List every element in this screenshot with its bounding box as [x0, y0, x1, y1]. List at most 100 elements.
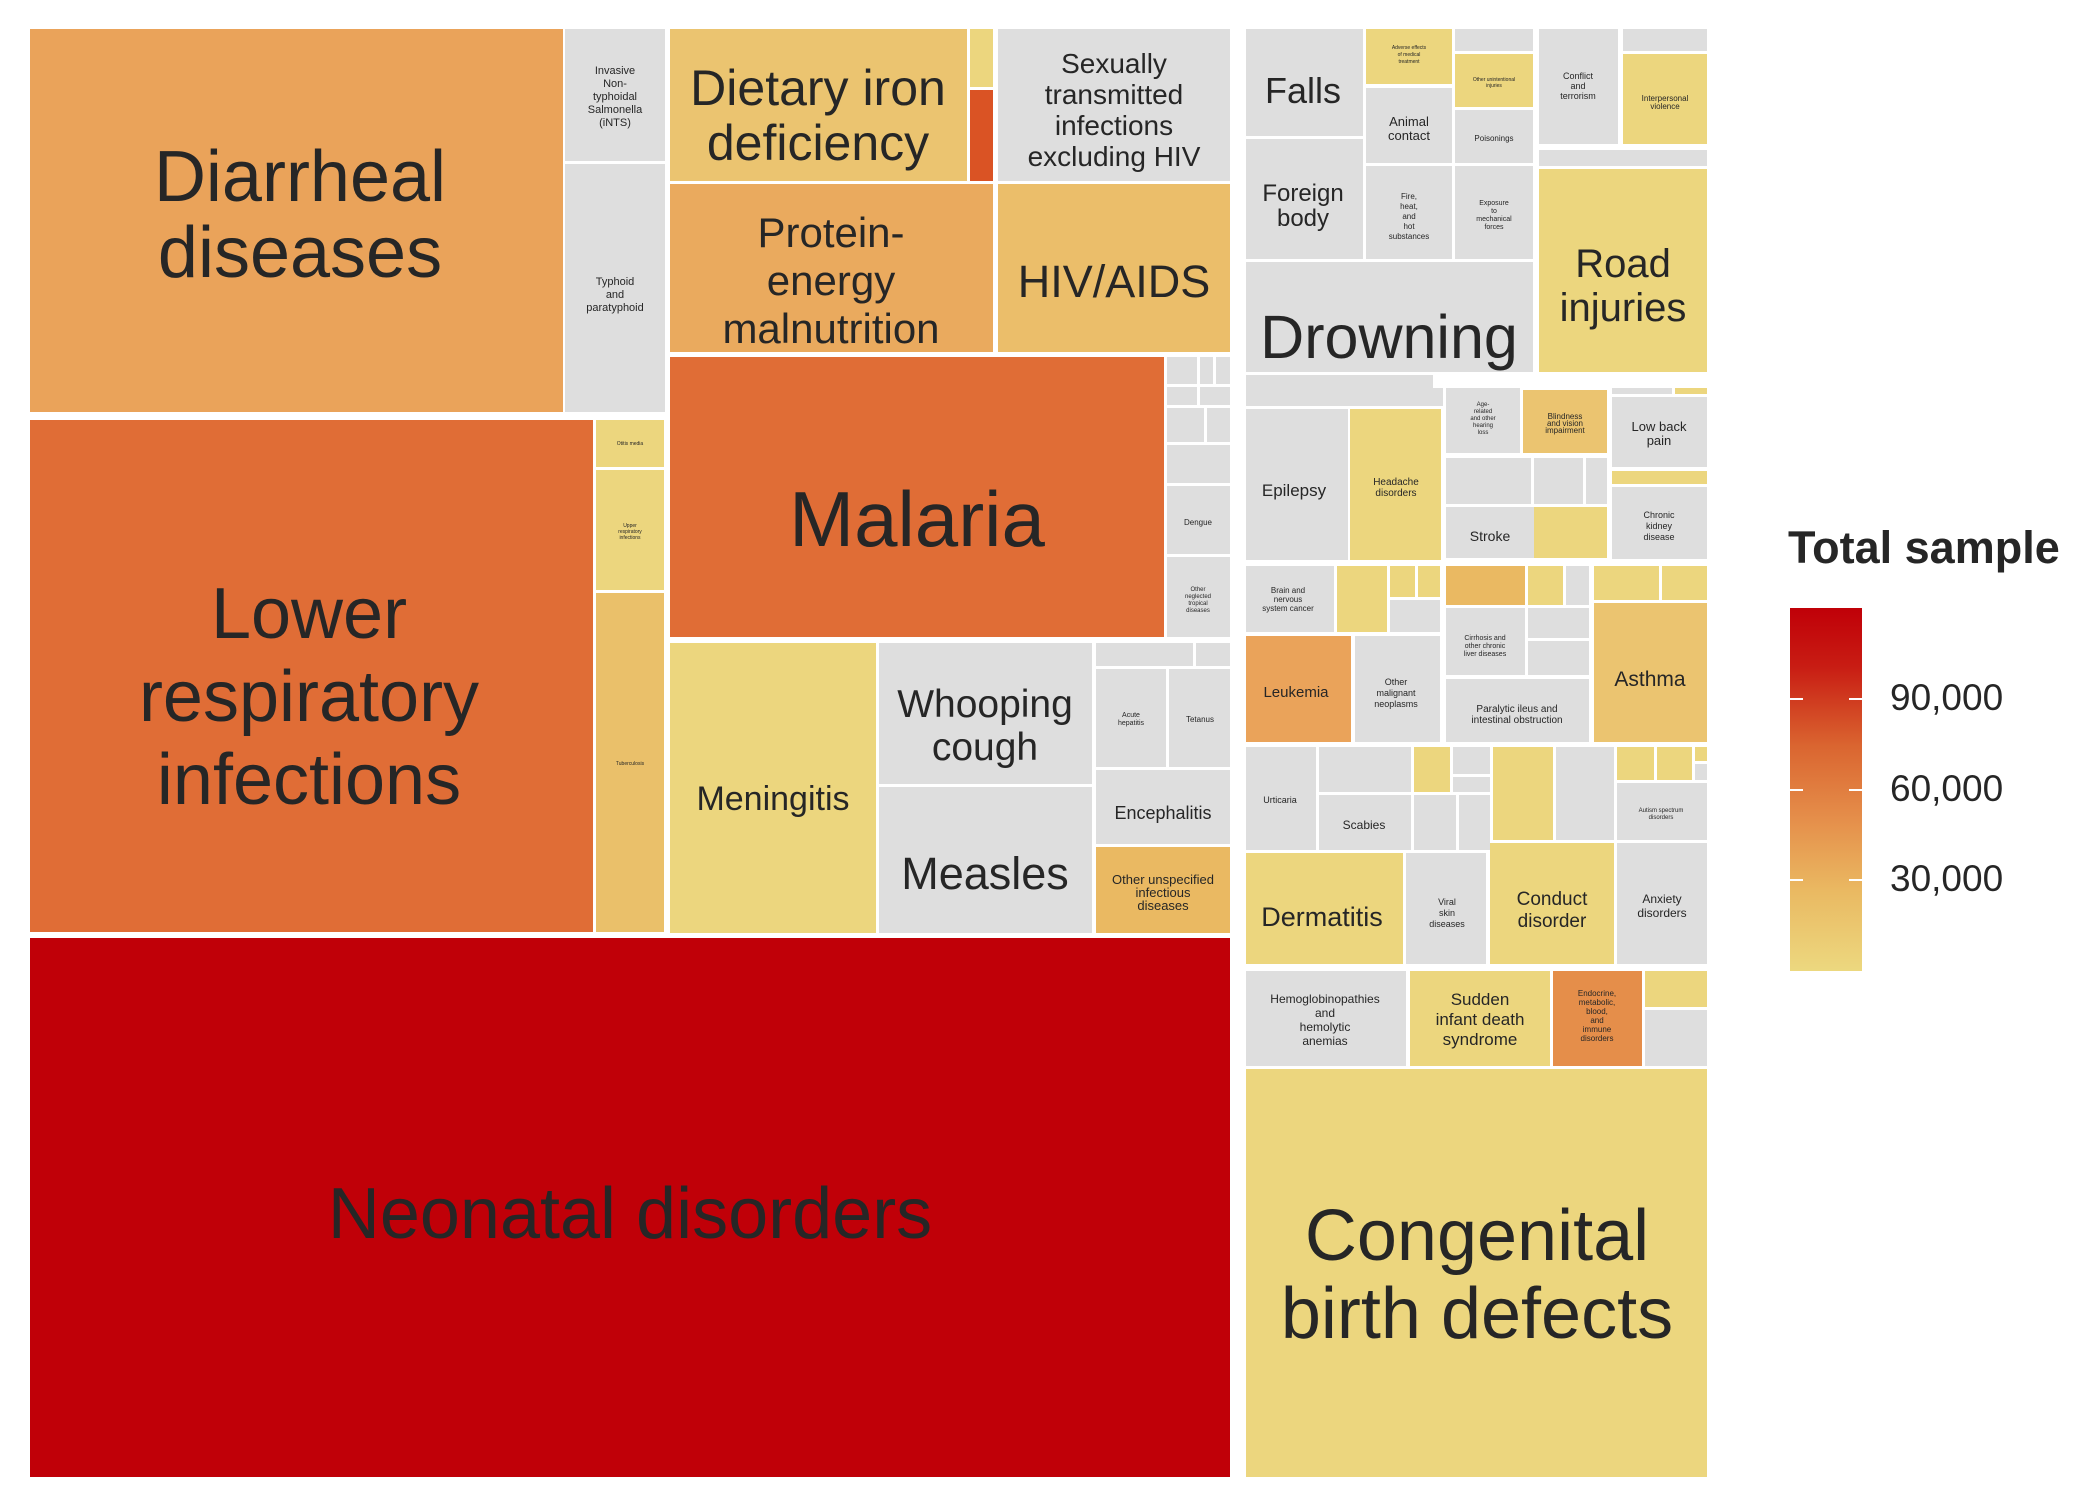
treemap-tile: Tuberculosis [596, 593, 664, 932]
treemap-tile-label: Endocrine, metabolic, blood, and immune disor… [1578, 989, 1616, 1043]
treemap-tile-label: Viral skin diseases [1429, 897, 1465, 929]
treemap-tile: Tetanus [1169, 669, 1230, 767]
treemap-tile-rect [1246, 29, 1363, 136]
treemap-tile-rect [1410, 971, 1550, 1066]
treemap-tile-label: Epilepsy [1262, 481, 1327, 500]
treemap-tile: Invasive Non-typhoidal Salmonella (iNTS) [565, 29, 665, 161]
treemap-tile-rect [30, 938, 1230, 1477]
treemap-tile: Typhoid and paratyphoid [565, 164, 665, 412]
treemap-tile-label: Cirrhosis and other chronic liver diseases [1464, 635, 1507, 658]
treemap-tile-rect [1446, 507, 1534, 558]
treemap-tile-label: Other neglected tropical diseases [1185, 587, 1211, 614]
treemap-tile: Leukemia [1246, 636, 1351, 742]
treemap-tile: Other neglected tropical diseases [1167, 557, 1230, 637]
treemap-filler-tile [1446, 458, 1531, 504]
treemap-tile: Dengue [1167, 486, 1230, 554]
treemap-tile: Other unintentional injuries [1455, 54, 1533, 107]
treemap-filler-tile [1695, 764, 1707, 780]
treemap-tile: Sexually transmitted infections excluding H… [998, 29, 1230, 181]
treemap-tile-rect [1594, 603, 1707, 742]
treemap-tile-label: Congenital birth defects [1281, 1196, 1673, 1354]
treemap-tile-label: HIV/AIDS [1018, 256, 1211, 307]
treemap-filler-tile [1586, 458, 1607, 504]
treemap-tile-label: Tuberculosis [616, 761, 645, 767]
treemap-filler-tile [1414, 795, 1456, 850]
treemap-tile-rect [670, 643, 876, 933]
treemap-tile: Poisonings [1455, 110, 1533, 163]
treemap-tile-rect [1246, 747, 1316, 850]
treemap-tile-label: Diarrheal diseases [154, 137, 446, 293]
treemap-tile-rect [670, 184, 993, 352]
treemap-tile-label: Neonatal disorders [328, 1174, 932, 1254]
treemap-tile-label: Dengue [1184, 518, 1213, 527]
treemap-tile-rect [1167, 557, 1230, 637]
legend-tick-label: 60,000 [1890, 767, 2004, 809]
treemap-filler-tile [1390, 600, 1440, 632]
treemap-tile-label: Whooping cough [897, 683, 1073, 769]
treemap-filler-tile [1207, 408, 1230, 442]
treemap-tile-rect [1246, 636, 1351, 742]
treemap-tile-rect [30, 29, 563, 412]
treemap-tile-rect [1623, 54, 1707, 144]
treemap-tile-rect [1319, 795, 1411, 850]
treemap-filler-tile [1246, 388, 1443, 406]
treemap-tile: Meningitis [670, 643, 876, 933]
treemap-filler-tile [1645, 971, 1707, 1007]
treemap-tile-label: Malaria [789, 475, 1045, 563]
treemap-tile: Anxiety disorders [1617, 843, 1707, 964]
treemap-tile-rect [596, 420, 664, 467]
treemap-tile-rect [1523, 390, 1607, 453]
treemap-tile-rect [565, 164, 665, 412]
treemap-filler-tile [1695, 747, 1707, 761]
treemap-tile-label: Tetanus [1186, 715, 1214, 724]
treemap-tile: Blindness and vision impairment [1523, 390, 1607, 453]
treemap-tile-label: Hemoglobinopathies and hemolytic anemias [1270, 992, 1379, 1048]
treemap-tile-rect [998, 184, 1230, 352]
treemap-filler-tile [1612, 471, 1707, 484]
treemap-filler-tile [1446, 566, 1525, 605]
treemap-tile-label: Sexually transmitted infections excluding H… [1028, 48, 1201, 172]
treemap-tile-label: Leukemia [1263, 684, 1329, 701]
treemap-filler-tile [1534, 507, 1607, 558]
treemap-tile: Conduct disorder [1490, 843, 1614, 964]
treemap-filler-tile [1617, 747, 1654, 780]
treemap-tile-label: Fire, heat, and hot substances [1389, 192, 1429, 241]
treemap-filler-tile [1662, 566, 1707, 600]
treemap-tile-rect [1539, 29, 1618, 144]
treemap-filler-tile [1167, 408, 1204, 442]
treemap-tile-rect [670, 29, 967, 181]
treemap-tile-label: Poisonings [1474, 134, 1513, 143]
treemap-tile-label: Foreign body [1262, 180, 1343, 232]
treemap-filler-tile [1167, 445, 1230, 483]
treemap-tile: Neonatal disorders [30, 938, 1230, 1477]
treemap-tile-rect [1096, 847, 1230, 933]
treemap-tile: Adverse effects of medical treatment [1366, 29, 1452, 84]
treemap-tile: Acute hepatitis [1096, 669, 1166, 767]
treemap-tile: Viral skin diseases [1406, 853, 1486, 964]
treemap-filler-tile [1196, 643, 1230, 666]
treemap-tile-label: Exposure to mechanical forces [1476, 200, 1512, 231]
treemap-tile-rect [1246, 971, 1406, 1066]
treemap-tile-label: Autism spectrum disorders [1639, 808, 1684, 821]
treemap-tile-label: Asthma [1614, 668, 1686, 691]
treemap-tile: Fire, heat, and hot substances [1366, 166, 1452, 259]
treemap-tile-label: Meningitis [696, 780, 849, 818]
treemap-filler-tile [1528, 641, 1589, 675]
treemap-tile-label: Age-related and other hearing loss [1470, 402, 1495, 436]
treemap-tile: Lower respiratory infections [30, 420, 593, 932]
legend-tick-mark [1849, 879, 1862, 882]
treemap-filler-tile [1418, 566, 1440, 597]
treemap-tile-label: Urticaria [1263, 795, 1297, 805]
legend-tick-mark [1790, 879, 1803, 882]
treemap-tile-label: Brain and nervous system cancer [1262, 586, 1314, 613]
treemap-filler-tile [1493, 747, 1553, 840]
treemap-tile-rect [1246, 409, 1348, 560]
treemap-tile-label: Adverse effects of medical treatment [1392, 45, 1427, 65]
treemap-filler-tile [1200, 357, 1213, 384]
treemap-filler-tile [1459, 795, 1490, 850]
treemap-filler-tile [1675, 388, 1707, 394]
treemap-tile-label: Lower respiratory infections [139, 574, 479, 820]
treemap-tile-rect [1446, 608, 1525, 675]
treemap-tile-label: Other unspecified infectious diseases [1112, 872, 1214, 913]
